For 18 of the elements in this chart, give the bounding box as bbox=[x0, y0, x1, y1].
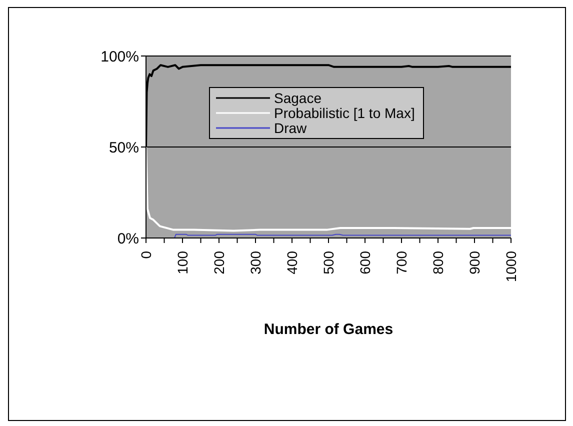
x-tick-label: 400 bbox=[284, 250, 300, 274]
y-tick-label: 100% bbox=[100, 48, 139, 66]
x-tick-label: 800 bbox=[430, 250, 446, 274]
x-tick-label: 200 bbox=[211, 250, 227, 274]
x-tick-label: 500 bbox=[320, 250, 336, 274]
y-tick-label: 50% bbox=[108, 139, 139, 156]
y-tick-label: 0% bbox=[117, 230, 139, 248]
x-tick-label: 600 bbox=[357, 250, 373, 274]
x-tick-label: 700 bbox=[394, 250, 410, 274]
legend-label: Probabilistic [1 to Max] bbox=[274, 104, 415, 120]
x-tick-label: 100 bbox=[174, 250, 190, 274]
x-tick-label: 1000 bbox=[503, 250, 519, 282]
legend-label: Draw bbox=[274, 120, 307, 136]
x-tick-label: 300 bbox=[248, 250, 264, 274]
legend-label: Sagace bbox=[274, 90, 322, 106]
x-tick-label: 900 bbox=[466, 250, 482, 274]
x-axis-title: Number of Games bbox=[264, 321, 394, 338]
x-tick-label: 0 bbox=[138, 250, 154, 259]
